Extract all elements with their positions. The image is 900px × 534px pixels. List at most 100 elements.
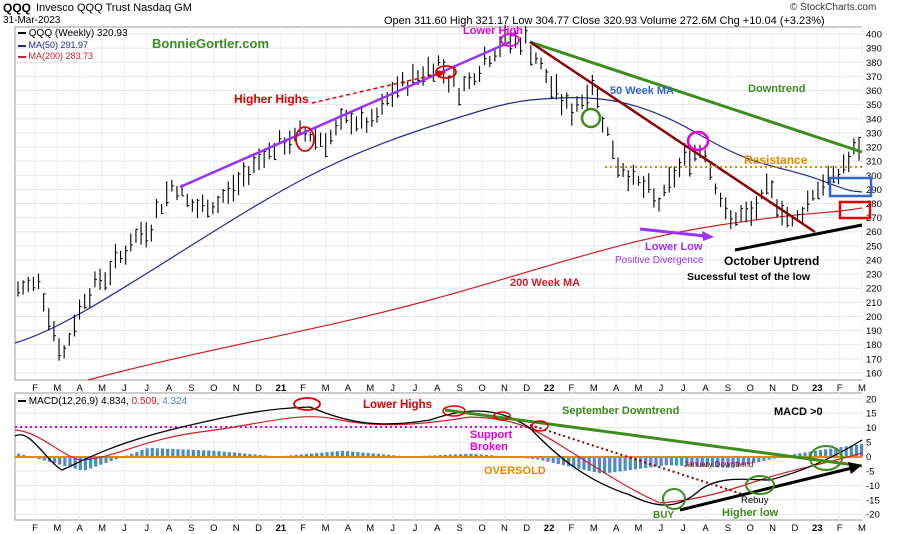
macd-histogram-bar (690, 456, 694, 467)
x-tick-label-price: A (77, 383, 84, 394)
macd-histogram-bar (798, 453, 802, 457)
higher-highs-label: Higher Highs (234, 92, 309, 106)
macd-histogram-bar (705, 456, 709, 467)
macd-histogram-bar (191, 449, 195, 457)
macd-histogram-bar (376, 453, 381, 457)
x-tick-label-macd: M (322, 523, 330, 534)
macd-histogram-bar (181, 449, 185, 457)
x-ticks-macd: F M A M J J A S O N D 21 F M A M J J A S O N D 22 F M A M J J A S O N D 23 F… (32, 523, 866, 534)
lower-low-arrow (639, 227, 706, 238)
x-tick-label-macd: O (210, 523, 217, 534)
macd-y-tick-label: -15 (866, 495, 880, 506)
x-tick-label-macd: A (345, 523, 352, 534)
macd-histogram-bar (58, 456, 62, 465)
macd-histogram-bar (736, 456, 740, 467)
macd-histogram-bar (818, 450, 823, 457)
x-tick-label-price: A (613, 383, 620, 394)
macd-histogram-bar (597, 456, 602, 474)
x-tick-label-macd: D (523, 523, 530, 534)
higher-highs-trendline (179, 40, 511, 189)
macd-histogram-bar (726, 456, 730, 468)
macd-y-tick-label: -5 (866, 466, 874, 477)
macd-histogram-bar (83, 456, 88, 471)
price-y-tick-label: 230 (866, 270, 882, 281)
x-tick-label-macd: M (53, 523, 61, 534)
x-tick-label-price: 23 (812, 383, 823, 394)
x-tick-label-price: O (747, 383, 754, 394)
macd-histogram-bar (813, 450, 817, 457)
x-tick-label-macd: N (501, 523, 508, 534)
price-y-tick-label: 270 (866, 213, 882, 224)
macd-histogram-bar (464, 453, 468, 457)
x-tick-label-macd: F (300, 523, 306, 534)
lower-high-label: Lower High (463, 25, 523, 37)
downtrend-label: Downtrend (748, 83, 805, 95)
macd-histogram-bar (577, 456, 581, 469)
macd-signal-line (14, 416, 863, 504)
macd-sept-downtrend-label: September Downtrend (562, 405, 679, 417)
x-tick-label-price: J (122, 383, 127, 394)
price-y-tick-label: 300 (866, 171, 882, 182)
watermark: BonnieGortler.com (152, 36, 269, 51)
macd-histogram-bar (664, 456, 668, 466)
macd-y-tick-label: 5 (866, 438, 871, 449)
macd-line (14, 406, 863, 506)
legend-price-main: QQQ (Weekly) 320.93 (18, 28, 128, 39)
macd-histogram-bar (299, 454, 303, 457)
macd-histogram-bar (659, 456, 663, 466)
x-tick-label-price: N (501, 383, 508, 394)
macd-histogram-bar (325, 452, 329, 457)
price-y-tick-label: 340 (866, 114, 882, 125)
macd-histogram-bar (73, 456, 77, 469)
x-tick-label-macd: 23 (812, 523, 823, 534)
x-tick-label-macd: J (390, 523, 395, 534)
macd-histogram-bar (438, 455, 442, 457)
price-y-tick-label: 290 (866, 185, 882, 196)
x-tick-label-price: M (366, 383, 374, 394)
macd-histogram-bar (762, 456, 766, 461)
macd-histogram-bar (345, 451, 350, 457)
x-tick-label-price: O (478, 383, 485, 394)
macd-histogram-bar (155, 448, 159, 457)
x-tick-label-macd: J (144, 523, 149, 534)
macd-histogram-bar (109, 456, 113, 462)
price-y-tick-label: 210 (866, 298, 882, 309)
macd-histogram-bar (387, 454, 391, 457)
macd-histogram-bar (68, 456, 72, 468)
macd-histogram-bar (171, 448, 175, 457)
october-uptrend-label: October Uptrend (724, 254, 819, 268)
macd-histogram-bar (854, 444, 859, 457)
price-y-tick-label: 380 (866, 58, 882, 69)
macd-histogram-bar (243, 453, 247, 457)
macd-circle-lh3 (493, 411, 511, 421)
macd-histogram-bar (248, 454, 252, 457)
macd-histogram-bar (150, 448, 154, 457)
x-tick-label-macd: A (702, 523, 709, 534)
red-box (838, 200, 872, 220)
legend-macd: MACD(12,26,9) 4.834, 0.509, 4.324 (18, 396, 187, 407)
macd-histogram-bar (484, 454, 488, 457)
price-y-tick-label: 330 (866, 128, 882, 139)
ticker: QQQ (3, 1, 32, 15)
macd-histogram-bar (674, 456, 679, 466)
ma50-line (14, 96, 863, 344)
ticker-name: Invesco QQQ Trust Nasdaq GM (36, 2, 192, 14)
macd-histogram-bar (320, 452, 324, 457)
maroon-downtrend (529, 40, 816, 234)
x-tick-label-price: S (725, 383, 731, 394)
macd-support-label: Support (470, 429, 512, 441)
macd-histogram-bar (392, 455, 396, 457)
macd-histogram-bar (140, 450, 144, 457)
legend-ma200-swatch (18, 55, 26, 58)
x-tick-label-macd: 22 (544, 523, 555, 534)
x-tick-label-macd: M (635, 523, 643, 534)
macd-histogram-bar (94, 456, 98, 467)
x-tick-label-price: A (702, 383, 709, 394)
macd-y-tick-label: 0 (866, 452, 871, 463)
macd-histogram-bar (608, 456, 612, 473)
circle-magenta (686, 130, 710, 152)
x-ticks-price: F M A M J J A S O N D 21 F M A M J J A S O N D 22 F M A M J J A S O N D 23 F… (32, 383, 866, 394)
x-tick-label-macd: 21 (276, 523, 287, 534)
x-tick-label-macd: M (590, 523, 598, 534)
